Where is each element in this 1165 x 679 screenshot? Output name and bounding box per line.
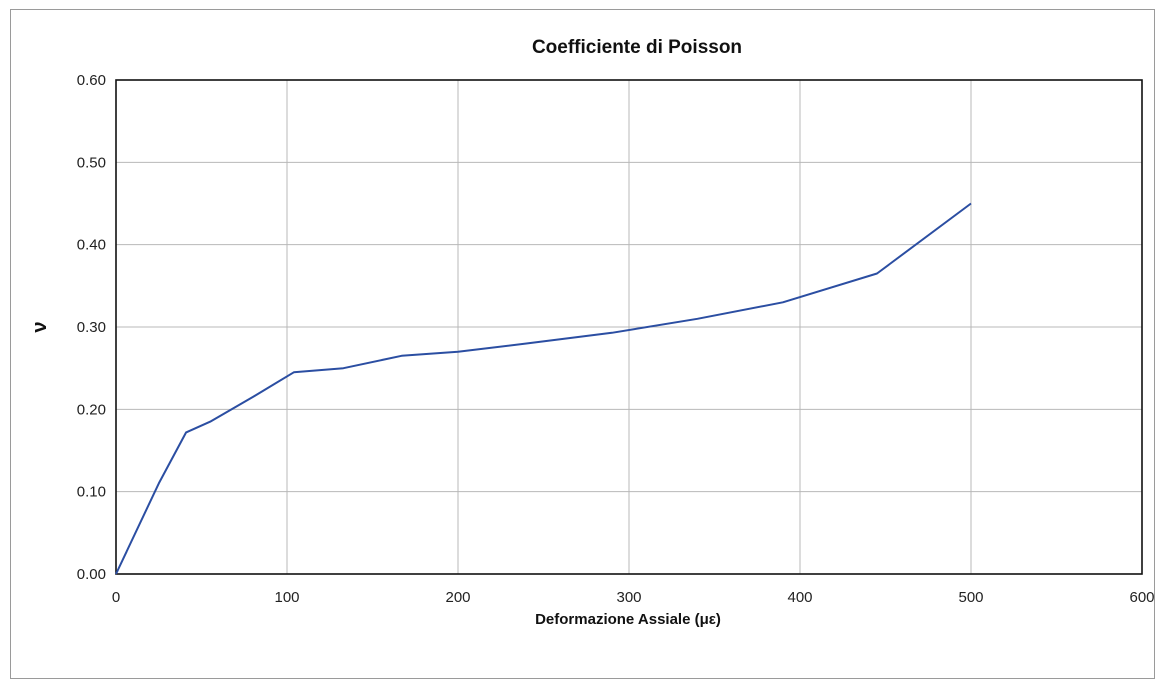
y-tick-label: 0.50 xyxy=(77,154,106,171)
x-tick-label: 400 xyxy=(787,589,812,606)
y-tick-label: 0.20 xyxy=(77,401,106,418)
x-tick-label: 0 xyxy=(112,589,120,606)
series-line xyxy=(115,202,972,575)
x-tick-label: 500 xyxy=(958,589,983,606)
y-tick-label: 0.60 xyxy=(77,72,106,89)
y-tick-label: 0.40 xyxy=(77,237,106,254)
grid xyxy=(116,80,1142,574)
chart-title: Coefficiente di Poisson xyxy=(532,37,742,58)
y-tick-label: 0.00 xyxy=(77,566,106,583)
x-tick-label: 100 xyxy=(274,589,299,606)
y-axis-label: ν xyxy=(29,321,51,332)
x-axis-ticks: 0 100 200 300 400 500 600 xyxy=(112,589,1155,606)
x-axis-label: Deformazione Assiale (με) xyxy=(535,611,721,628)
chart-frame xyxy=(10,9,1155,679)
y-axis-ticks: 0.00 0.10 0.20 0.30 0.40 0.50 0.60 xyxy=(77,72,106,583)
x-tick-label: 600 xyxy=(1129,589,1154,606)
y-tick-label: 0.10 xyxy=(77,484,106,501)
x-tick-label: 200 xyxy=(445,589,470,606)
series-group xyxy=(115,202,972,575)
y-tick-label: 0.30 xyxy=(77,319,106,336)
x-tick-label: 300 xyxy=(616,589,641,606)
plot-area xyxy=(115,79,1143,575)
